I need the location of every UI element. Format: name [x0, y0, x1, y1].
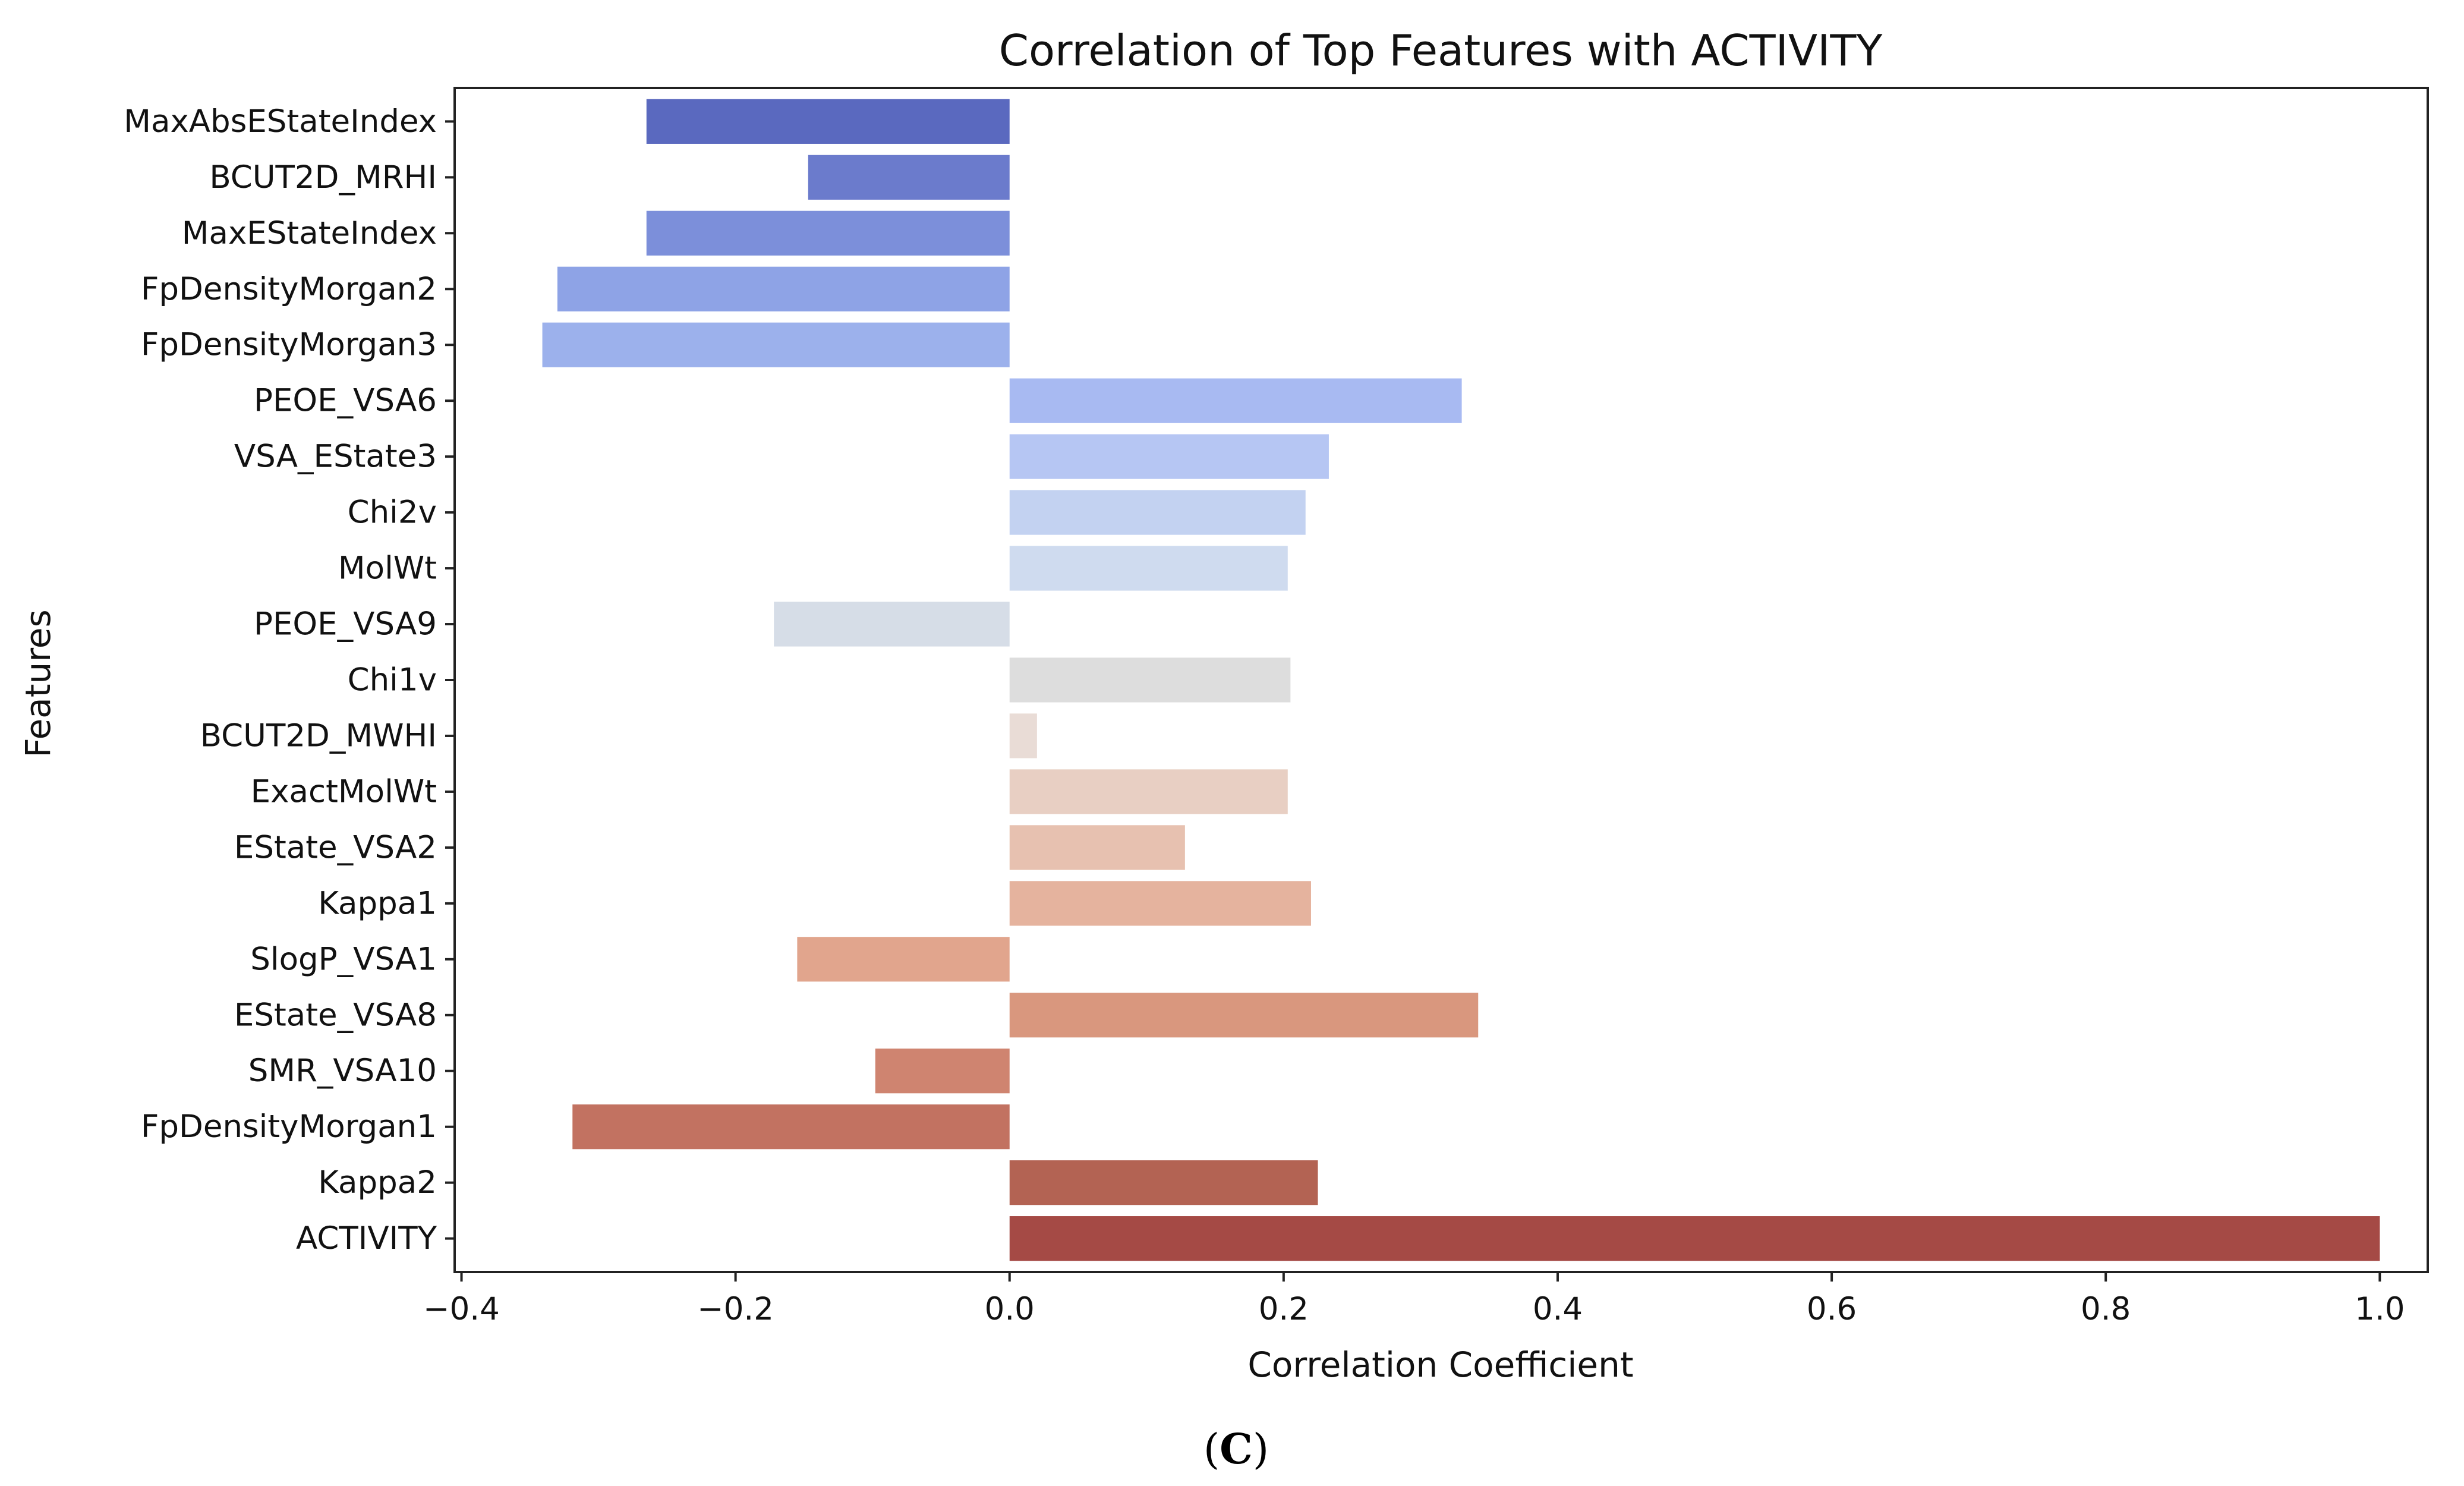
bar-kappa1 — [1009, 881, 1311, 926]
y-axis: MaxAbsEStateIndex BCUT2D_MRHI MaxEStateInd… — [124, 103, 455, 1257]
x-tick-label: 0.6 — [1807, 1291, 1857, 1327]
y-tick-label: ACTIVITY — [296, 1220, 437, 1257]
x-tick-label: −0.4 — [423, 1291, 500, 1327]
bar-bcut2d-mrhi — [808, 155, 1010, 200]
x-tick-label: 0.2 — [1259, 1291, 1309, 1327]
y-tick-label: SlogP_VSA1 — [250, 941, 437, 977]
bar-maxabsestateindex — [646, 99, 1010, 144]
bars-group — [542, 99, 2380, 1261]
bar-chi1v — [1009, 657, 1291, 703]
y-tick-label: FpDensityMorgan1 — [141, 1109, 437, 1145]
y-tick-label: BCUT2D_MRHI — [209, 159, 437, 196]
bar-bcut2d-mwhi — [1009, 713, 1037, 758]
y-tick-label: FpDensityMorgan2 — [141, 271, 437, 307]
y-tick-label: EState_VSA2 — [234, 829, 437, 865]
y-tick-label: Kappa2 — [318, 1164, 437, 1201]
y-tick-label: MaxEStateIndex — [182, 215, 437, 251]
y-tick-label: Kappa1 — [318, 885, 437, 921]
x-tick-label: 0.4 — [1533, 1291, 1583, 1327]
x-tick-label: 0.0 — [985, 1291, 1035, 1327]
bar-fpdensitymorgan3 — [542, 322, 1010, 367]
caption-letter: C — [1220, 1424, 1253, 1474]
chart-title: Correlation of Top Features with ACTIVIT… — [999, 26, 1883, 75]
bar-kappa2 — [1009, 1160, 1318, 1205]
y-tick-label: PEOE_VSA6 — [254, 383, 437, 419]
bar-molwt — [1009, 546, 1288, 591]
x-axis: −0.4 −0.2 0.0 0.2 0.4 0.6 0.8 1.0 — [423, 1272, 2405, 1327]
y-tick-label: ExactMolWt — [251, 773, 437, 810]
caption-close: ) — [1253, 1425, 1269, 1474]
y-tick-label: PEOE_VSA9 — [254, 606, 437, 643]
x-axis-label: Correlation Coefficient — [1247, 1345, 1633, 1385]
bar-estate-vsa8 — [1009, 993, 1479, 1038]
bar-estate-vsa2 — [1009, 825, 1185, 870]
y-tick-label: MolWt — [338, 550, 437, 587]
bar-slogp-vsa1 — [797, 937, 1010, 982]
bar-activity — [1009, 1216, 2380, 1261]
bar-maxestateindex — [646, 210, 1010, 256]
x-tick-label: −0.2 — [697, 1291, 774, 1327]
y-tick-label: EState_VSA8 — [234, 997, 437, 1033]
bar-fpdensitymorgan2 — [557, 266, 1010, 311]
y-tick-label: SMR_VSA10 — [248, 1053, 437, 1089]
y-tick-label: BCUT2D_MWHI — [200, 717, 437, 754]
bar-chi2v — [1009, 490, 1306, 535]
y-tick-label: VSA_EState3 — [234, 439, 437, 475]
bar-fpdensitymorgan1 — [572, 1104, 1010, 1150]
caption-open: ( — [1203, 1425, 1220, 1474]
y-tick-label: FpDensityMorgan3 — [141, 327, 437, 363]
y-tick-label: MaxAbsEStateIndex — [124, 103, 437, 140]
plot-frame — [453, 87, 2429, 1273]
bar-exactmolwt — [1009, 769, 1288, 814]
x-tick-label: 1.0 — [2355, 1291, 2405, 1327]
y-tick-label: Chi1v — [348, 662, 437, 698]
x-tick-label: 0.8 — [2081, 1291, 2131, 1327]
y-axis-label: Features — [18, 609, 58, 757]
bar-peoe-vsa6 — [1009, 378, 1462, 423]
bar-vsa-estate3 — [1009, 434, 1329, 479]
figure-caption: (C) — [1203, 1424, 1269, 1474]
bar-smr-vsa10 — [875, 1049, 1010, 1094]
bar-peoe-vsa9 — [774, 602, 1010, 647]
y-tick-label: Chi2v — [348, 495, 437, 531]
